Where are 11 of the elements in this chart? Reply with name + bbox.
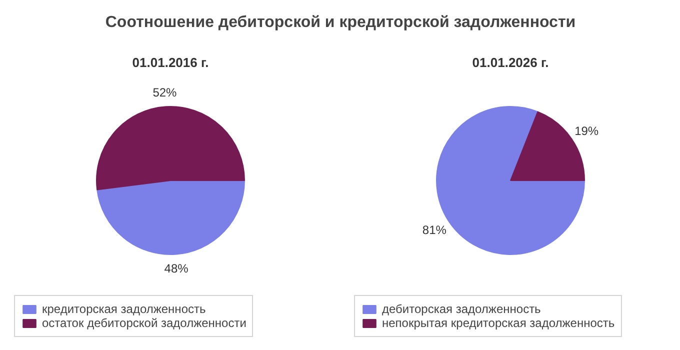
- text: Соотношение дебиторской и кредиторской задолженности: [105, 14, 576, 31]
- data-label: 81%: [422, 222, 447, 237]
- data-label: 52%: [152, 86, 178, 100]
- legend-label: остаток дебиторской задолженности: [42, 316, 246, 330]
- legend-label: дебиторская задолженность: [382, 302, 541, 316]
- data-label: 19%: [574, 124, 599, 138]
- chart-subtitle: 01.01.2026 г.: [472, 55, 549, 70]
- legend-label: непокрытая кредиторская задолженность: [382, 316, 615, 330]
- legend-label: кредиторская задолженность: [42, 302, 206, 316]
- chart-subtitle: 01.01.2016 г.: [132, 55, 209, 70]
- data-label: 48%: [164, 261, 189, 276]
